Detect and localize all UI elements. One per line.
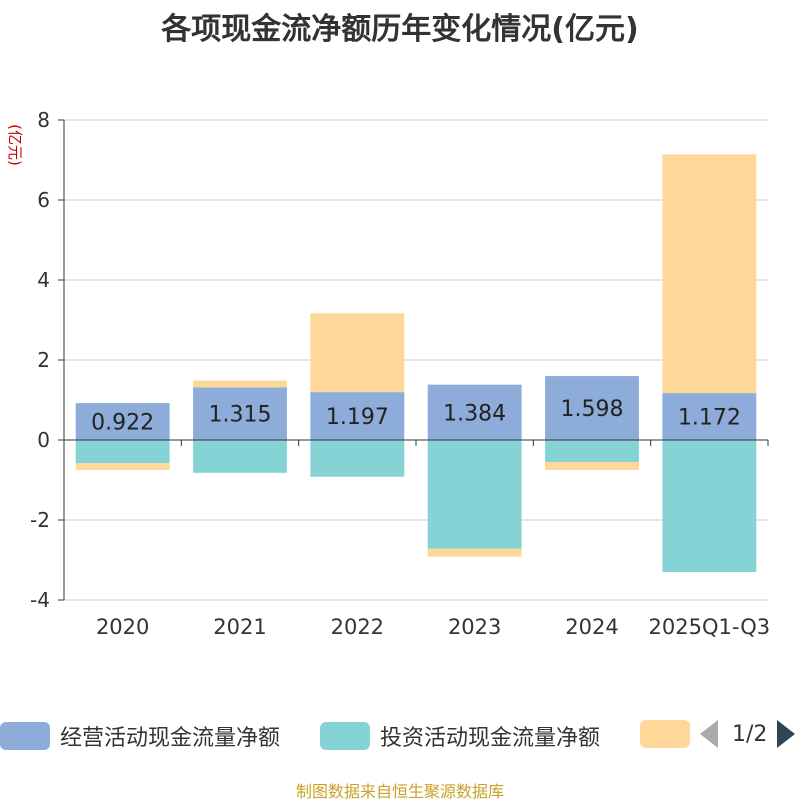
- y-tick-label: -4: [30, 588, 50, 612]
- bar-series-0-2023: [427, 384, 522, 440]
- x-tick-label: 2025Q1-Q3: [649, 615, 771, 639]
- legend-item-third-series[interactable]: [640, 720, 700, 748]
- bar-series-1-2022: [310, 440, 405, 477]
- bar-series-2-2020: [75, 463, 170, 470]
- x-tick-label: 2024: [565, 615, 618, 639]
- bar-series-2-2023: [427, 548, 522, 557]
- y-tick-label: 8: [37, 108, 50, 132]
- bar-series-1-2021: [193, 440, 287, 473]
- source-note: 制图数据来自恒生聚源数据库: [295, 782, 504, 801]
- bar-series-1-2020: [75, 440, 170, 464]
- pager-next-icon[interactable]: [777, 720, 796, 748]
- legend-swatch-operating: [0, 722, 50, 750]
- data-label-2021: 1.315: [209, 403, 272, 428]
- bar-series-2-2024: [545, 462, 639, 470]
- y-tick-label: 4: [37, 268, 50, 292]
- pager-text: 1/2: [732, 721, 768, 747]
- legend-label-investing: 投资活动现金流量净额: [380, 726, 601, 751]
- legend-swatch-third-series: [640, 720, 690, 748]
- legend-item-operating[interactable]: 经营活动现金流量净额: [0, 720, 280, 752]
- bar-series-0-2024: [545, 376, 639, 440]
- y-axis-title: (亿元): [6, 124, 24, 166]
- pager-prev-icon[interactable]: [700, 720, 718, 748]
- legend-swatch-investing: [320, 722, 370, 750]
- x-tick-label: 2021: [213, 615, 266, 639]
- y-tick-label: -2: [30, 508, 50, 532]
- bar-series-0-2020: [75, 403, 170, 440]
- bar-series-1-2025Q1-Q3: [662, 440, 757, 572]
- data-label-2024: 1.598: [561, 397, 624, 422]
- bar-series-0-2021: [193, 387, 287, 440]
- y-tick-label: 6: [37, 188, 50, 212]
- bar-series-2-2022: [310, 313, 405, 393]
- legend: 经营活动现金流量净额 投资活动现金流量净额 1/2: [0, 716, 800, 756]
- bar-series-0-2025Q1-Q3: [662, 393, 757, 440]
- legend-item-investing[interactable]: 投资活动现金流量净额: [320, 720, 600, 752]
- x-tick-label: 2022: [331, 615, 384, 639]
- y-tick-label: 2: [37, 348, 50, 372]
- bar-series-1-2023: [427, 440, 522, 549]
- x-tick-label: 2020: [96, 615, 149, 639]
- x-tick-label: 2023: [448, 615, 501, 639]
- bar-series-1-2024: [545, 440, 639, 462]
- data-label-2023: 1.384: [443, 401, 506, 426]
- data-label-2020: 0.922: [91, 411, 154, 436]
- chart-title: 各项现金流净额历年变化情况(亿元): [161, 12, 639, 47]
- legend-label-operating: 经营活动现金流量净额: [60, 726, 281, 751]
- legend-pager: 1/2: [700, 720, 796, 748]
- bar-series-2-2021: [193, 380, 287, 388]
- data-label-2025Q1-Q3: 1.172: [678, 406, 741, 431]
- y-tick-label: 0: [37, 428, 50, 452]
- bar-series-2-2025Q1-Q3: [662, 154, 757, 394]
- bar-series-0-2022: [310, 392, 405, 440]
- data-label-2022: 1.197: [326, 405, 389, 430]
